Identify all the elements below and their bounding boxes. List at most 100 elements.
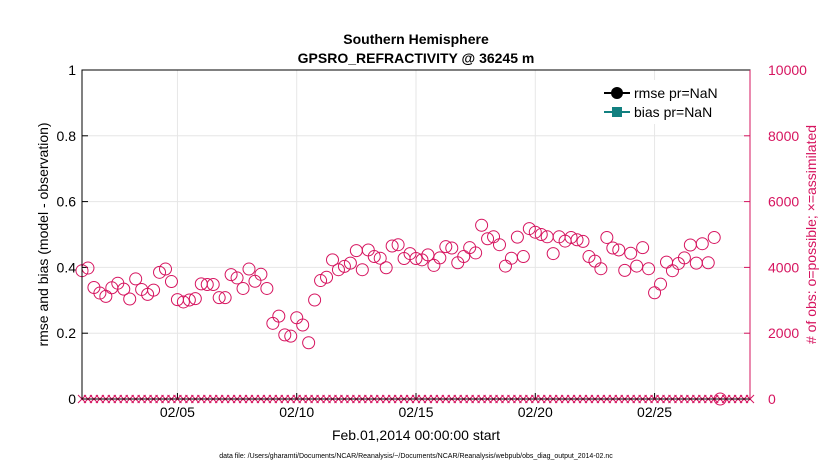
x-tick-label: 02/25 xyxy=(637,404,672,420)
possible-point xyxy=(242,262,256,276)
y-right-tick-label: 0 xyxy=(768,391,776,407)
possible-point xyxy=(326,253,339,267)
possible-point xyxy=(206,278,220,292)
possible-point xyxy=(618,263,632,277)
possible-point xyxy=(612,243,626,257)
possible-point xyxy=(355,263,369,277)
possible-point xyxy=(493,238,506,252)
y-axis-left: 0 0.2 0.4 0.6 0.8 1 xyxy=(57,62,88,407)
series-possible xyxy=(75,218,727,406)
possible-point xyxy=(475,218,489,232)
possible-point xyxy=(642,262,656,276)
possible-point xyxy=(272,309,286,323)
y-tick-label: 0.2 xyxy=(57,325,77,341)
y-right-tick-label: 4000 xyxy=(768,259,799,275)
possible-point xyxy=(379,261,393,275)
possible-point xyxy=(677,251,691,265)
legend-bias-marker xyxy=(612,107,622,117)
chart-title: Southern Hemisphere xyxy=(343,31,489,47)
possible-point xyxy=(129,272,143,286)
possible-point xyxy=(576,234,590,248)
possible-point xyxy=(564,230,578,244)
possible-point xyxy=(707,230,721,244)
possible-point xyxy=(212,291,226,305)
possible-point xyxy=(254,267,268,281)
possible-point xyxy=(445,241,459,255)
y-tick-label: 0 xyxy=(68,391,76,407)
possible-point xyxy=(117,282,131,296)
possible-point xyxy=(296,318,310,332)
possible-point xyxy=(224,268,238,282)
legend-rmse-marker xyxy=(611,87,623,99)
possible-point xyxy=(701,256,715,270)
y-tick-label: 1 xyxy=(68,62,76,78)
possible-point xyxy=(481,232,495,246)
possible-point xyxy=(93,286,107,300)
y-tick-label: 0.4 xyxy=(57,259,77,275)
chart-subtitle: GPSRO_REFRACTIVITY @ 36245 m xyxy=(298,50,535,66)
possible-point xyxy=(159,262,172,276)
legend-box xyxy=(600,80,740,124)
y-right-tick-label: 2000 xyxy=(768,325,799,341)
y-axis-label-right: # of obs: o=possible; ×=assimilated xyxy=(803,125,819,344)
possible-point xyxy=(343,256,357,270)
possible-point xyxy=(433,251,447,265)
possible-point xyxy=(546,247,560,261)
x-tick-label: 02/05 xyxy=(160,404,195,420)
possible-point xyxy=(260,281,274,295)
y-right-tick-label: 10000 xyxy=(768,62,807,78)
x-tick-label: 02/20 xyxy=(518,404,553,420)
x-axis: 02/05 02/10 02/15 02/20 02/25 xyxy=(160,393,672,420)
possible-point xyxy=(284,329,298,343)
possible-point xyxy=(528,225,542,239)
possible-point xyxy=(624,246,638,260)
possible-point xyxy=(308,293,322,307)
possible-point xyxy=(147,283,161,297)
y-axis-label: rmse and bias (model - observation) xyxy=(35,122,51,346)
possible-point xyxy=(302,336,316,350)
possible-point xyxy=(516,250,530,264)
possible-point xyxy=(421,248,435,262)
legend: rmse pr=NaN bias pr=NaN xyxy=(600,80,740,124)
x-tick-label: 02/10 xyxy=(279,404,314,420)
possible-point xyxy=(373,251,387,265)
possible-point xyxy=(469,246,483,260)
possible-point xyxy=(200,278,214,292)
possible-point xyxy=(600,230,614,244)
possible-point xyxy=(182,293,196,307)
possible-point xyxy=(218,291,232,305)
y-right-tick-label: 8000 xyxy=(768,128,799,144)
possible-point xyxy=(278,328,292,342)
y-tick-label: 0.8 xyxy=(57,128,77,144)
possible-point xyxy=(314,274,328,288)
possible-point xyxy=(439,240,453,254)
possible-point xyxy=(606,241,620,255)
possible-point xyxy=(320,270,334,284)
legend-rmse-label: rmse pr=NaN xyxy=(634,85,718,101)
possible-point xyxy=(594,262,608,276)
possible-point xyxy=(331,263,345,277)
x-axis-label: Feb.01,2014 00:00:00 start xyxy=(332,427,500,443)
possible-point xyxy=(230,271,244,285)
possible-point xyxy=(176,295,190,309)
possible-point xyxy=(188,292,202,306)
y-right-tick-label: 6000 xyxy=(768,194,799,210)
possible-point xyxy=(164,275,178,289)
possible-point xyxy=(367,250,381,264)
possible-point xyxy=(510,230,524,244)
legend-bias-label: bias pr=NaN xyxy=(634,104,712,120)
x-tick-label: 02/15 xyxy=(398,404,433,420)
possible-point xyxy=(123,292,137,306)
data-file-footnote: data file: /Users/gharamti/Documents/NCA… xyxy=(219,453,613,460)
possible-point xyxy=(409,252,423,266)
possible-point xyxy=(636,241,650,255)
possible-point xyxy=(695,237,709,251)
possible-point xyxy=(654,277,668,291)
possible-point xyxy=(570,233,584,247)
possible-point xyxy=(337,259,351,273)
possible-point xyxy=(534,228,548,241)
possible-point xyxy=(457,250,471,264)
possible-point xyxy=(153,265,167,279)
possible-point xyxy=(385,239,399,253)
